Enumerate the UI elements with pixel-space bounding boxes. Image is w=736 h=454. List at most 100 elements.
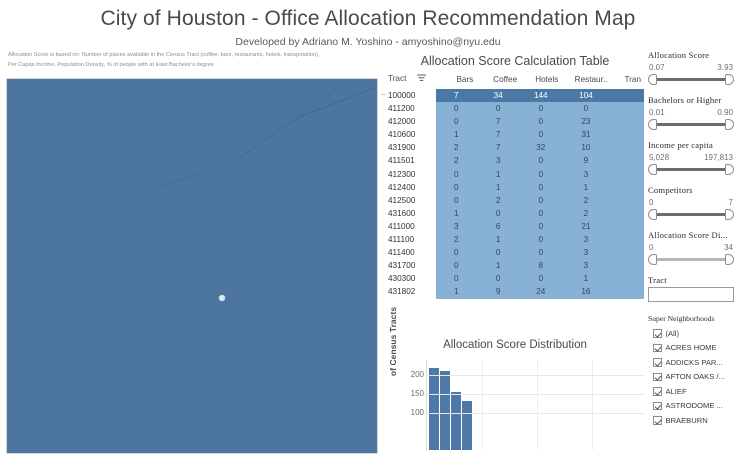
table-row[interactable]: 431700 0 1 8 3 — [386, 259, 644, 273]
list-item[interactable]: ASTRODOME ... — [648, 399, 734, 414]
cell-hotels: 0 — [520, 193, 562, 207]
slider-handle-max[interactable] — [725, 209, 734, 220]
list-item-label: BRAEBURN — [665, 415, 708, 425]
checkbox-checked-icon[interactable] — [653, 372, 662, 381]
list-item[interactable]: BRAEBURN — [648, 413, 734, 428]
page-subtitle: Developed by Adriano M. Yoshino - amyosh… — [235, 36, 501, 48]
column-header-restaurants[interactable]: Restaur.. — [574, 75, 608, 84]
map-zoom-out-icon[interactable] — [381, 94, 389, 95]
range-slider[interactable] — [648, 208, 734, 220]
slider-handle-max[interactable] — [725, 74, 734, 85]
list-item[interactable]: (All) — [648, 326, 734, 341]
table-row[interactable]: 431600 1 0 0 2 — [386, 206, 644, 220]
cell-hotels: 0 — [520, 206, 562, 220]
cell-transport — [610, 128, 644, 142]
checkbox-checked-icon[interactable] — [653, 329, 662, 338]
cell-transport — [610, 233, 644, 247]
checkbox-checked-icon[interactable] — [653, 401, 662, 410]
cell-tract: 411501 — [386, 154, 437, 168]
column-header-transport[interactable]: Tran — [624, 75, 641, 84]
range-slider[interactable] — [648, 118, 734, 130]
sort-descending-icon[interactable] — [416, 74, 426, 84]
table-row[interactable]: 411400 0 0 0 3 — [386, 246, 644, 260]
tract-search-input[interactable] — [648, 287, 734, 302]
cell-coffee: 1 — [476, 167, 521, 181]
range-slider[interactable] — [648, 73, 734, 85]
table-row[interactable]: 431900 2 7 32 10 — [386, 141, 644, 155]
slider-handle-min[interactable] — [648, 164, 657, 175]
cell-bars: 0 — [436, 272, 477, 286]
range-min-value: 5,028 — [649, 153, 670, 162]
selected-tract-marker[interactable] — [219, 295, 225, 301]
range-filter: Allocation Score 0.07 3.93 — [648, 49, 734, 85]
cell-coffee: 6 — [476, 219, 521, 234]
table-row[interactable]: 411501 2 3 0 9 — [386, 154, 644, 168]
table-row[interactable]: 412500 0 2 0 2 — [386, 193, 644, 207]
range-filter: Competitors 0 7 — [648, 184, 734, 220]
cell-tract: 412400 — [386, 180, 437, 194]
cell-transport — [610, 89, 644, 103]
slider-handle-min[interactable] — [648, 254, 657, 265]
cell-bars: 7 — [436, 89, 477, 103]
range-slider[interactable] — [648, 253, 734, 265]
cell-coffee: 1 — [476, 233, 521, 247]
cell-hotels: 0 — [520, 219, 562, 234]
chart-bar[interactable] — [440, 370, 450, 450]
range-min-value: 0.01 — [649, 108, 665, 117]
checkbox-checked-icon[interactable] — [653, 358, 662, 367]
table-row[interactable]: 430300 0 0 0 1 — [386, 272, 644, 286]
chart-gridline — [427, 375, 644, 376]
cell-restaurants: 31 — [561, 128, 611, 142]
table-row[interactable]: 411100 2 1 0 3 — [386, 233, 644, 247]
table-row[interactable]: 412300 0 1 0 3 — [386, 167, 644, 181]
list-item[interactable]: AFTON OAKS /... — [648, 370, 734, 385]
cell-transport — [610, 167, 644, 181]
column-header-coffee[interactable]: Coffee — [493, 75, 518, 84]
cell-bars: 0 — [436, 180, 477, 194]
slider-handle-max[interactable] — [725, 164, 734, 175]
chart-bar[interactable] — [429, 367, 439, 450]
cell-restaurants: 3 — [561, 233, 611, 247]
slider-handle-max[interactable] — [725, 254, 734, 265]
super-neighborhoods-filter: Super Neighborhoods (All) ACRES HOME ADDIC… — [648, 313, 734, 428]
list-item[interactable]: ACRES HOME — [648, 341, 734, 356]
slider-handle-min[interactable] — [648, 119, 657, 130]
table-row[interactable]: 431802 1 9 24 16 — [386, 285, 644, 299]
list-item[interactable]: ADDICKS PAR... — [648, 355, 734, 370]
range-slider[interactable] — [648, 163, 734, 175]
slider-handle-min[interactable] — [648, 209, 657, 220]
range-max-value: 0.90 — [717, 108, 733, 117]
table-row[interactable]: 410600 1 7 0 31 — [386, 128, 644, 142]
tract-filter-label: Tract — [648, 275, 667, 285]
chart-bar[interactable] — [451, 391, 461, 450]
houston-map[interactable] — [6, 78, 378, 454]
cell-bars: 2 — [436, 233, 477, 247]
range-min-value: 0.07 — [649, 63, 665, 72]
table-row[interactable]: 100000 7 34 144 104 — [386, 89, 644, 103]
table-row[interactable]: 412000 0 7 0 23 — [386, 115, 644, 129]
checkbox-checked-icon[interactable] — [653, 343, 662, 352]
column-header-tract[interactable]: Tract — [386, 70, 436, 89]
slider-track — [652, 123, 730, 126]
chart-y-tick: 150 — [410, 388, 424, 398]
checkbox-checked-icon[interactable] — [653, 387, 662, 396]
column-header-tract-label: Tract — [388, 74, 407, 83]
cell-restaurants: 3 — [561, 259, 611, 273]
table-row[interactable]: 411200 0 0 0 0 — [386, 102, 644, 116]
chart-bar[interactable] — [462, 401, 472, 450]
tract-filter: Tract — [648, 274, 734, 304]
slider-handle-min[interactable] — [648, 74, 657, 85]
cell-tract: 410600 — [386, 128, 437, 142]
column-header-hotels[interactable]: Hotels — [535, 75, 559, 84]
checkbox-checked-icon[interactable] — [653, 416, 662, 425]
slider-track — [652, 78, 730, 81]
list-item[interactable]: ALIEF — [648, 384, 734, 399]
table-row[interactable]: 412400 0 1 0 1 — [386, 180, 644, 194]
slider-handle-max[interactable] — [725, 119, 734, 130]
cell-transport — [610, 259, 644, 273]
table-row[interactable]: 411000 3 6 0 21 — [386, 219, 644, 234]
column-header-bars[interactable]: Bars — [456, 75, 474, 84]
cell-coffee: 9 — [476, 285, 521, 299]
cell-restaurants: 3 — [561, 167, 611, 181]
